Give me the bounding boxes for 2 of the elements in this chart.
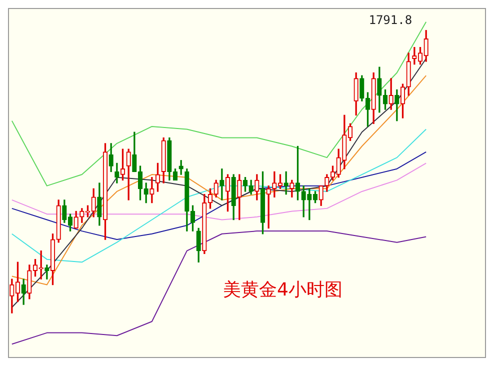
text: 1791.8 <box>368 13 412 28</box>
annotation: 美黄金4小时图 <box>223 280 342 301</box>
